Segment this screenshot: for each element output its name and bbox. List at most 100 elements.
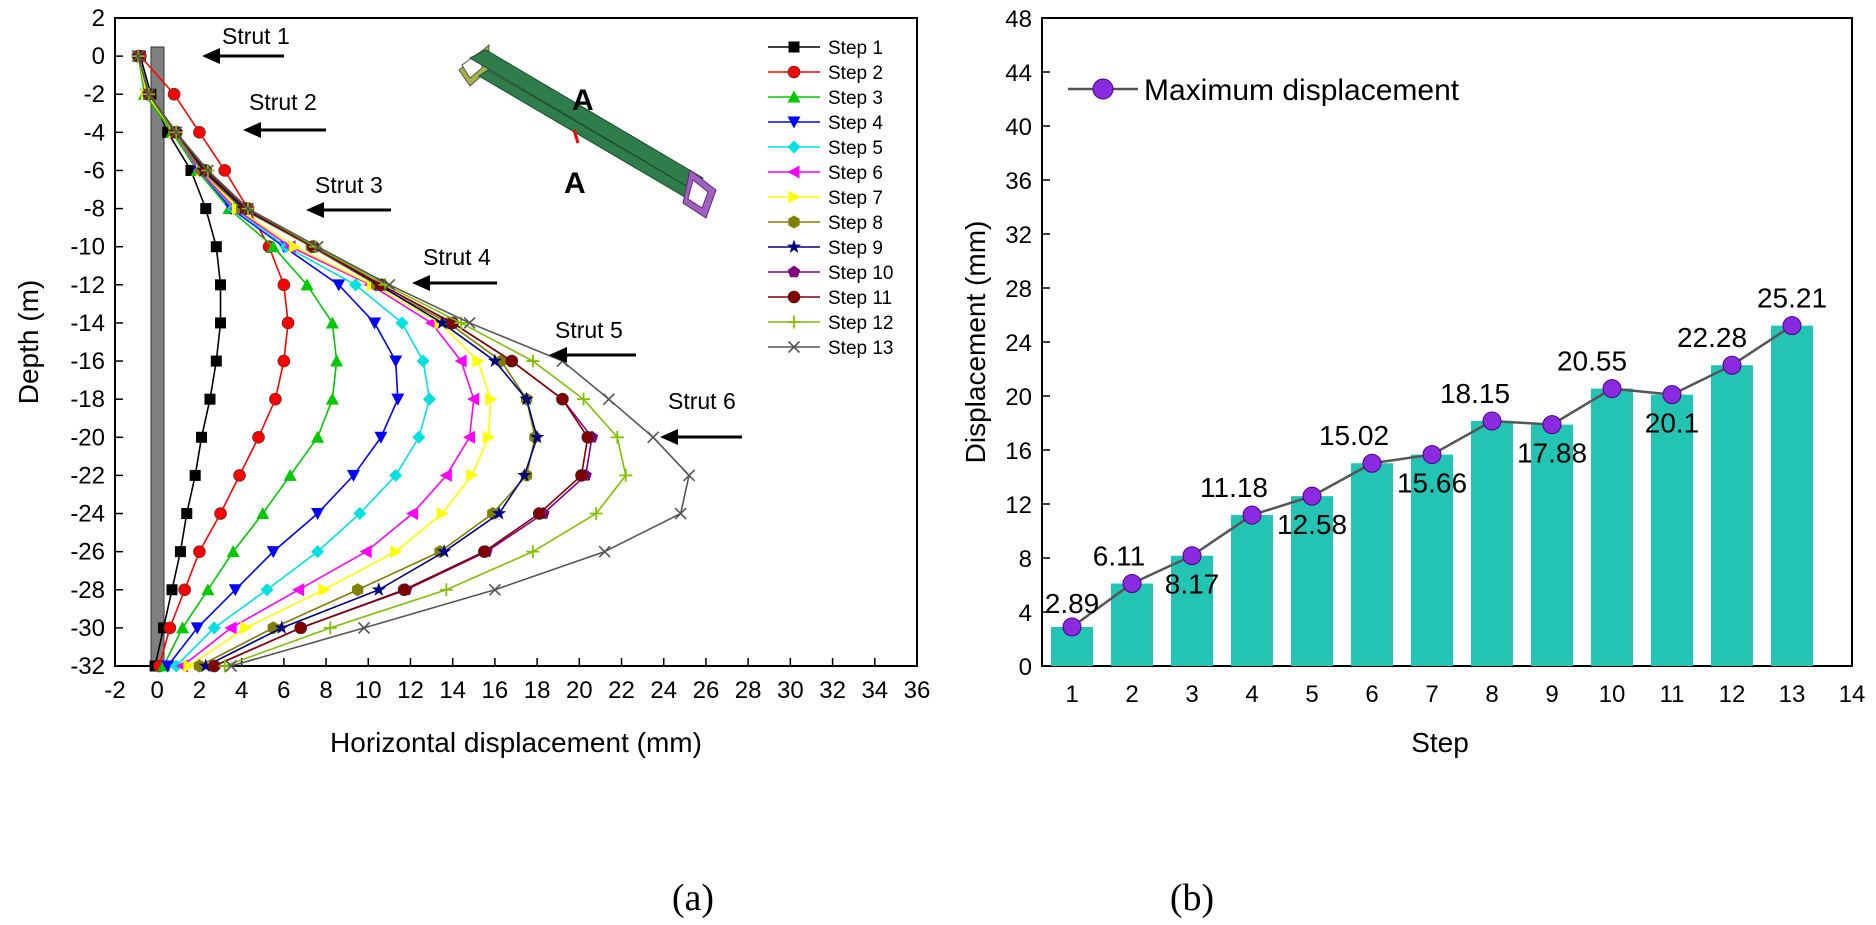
x-tick-label: 11 [1660,681,1685,708]
data-point [787,90,801,103]
data-label-step-1: 2.89 [1045,588,1100,619]
data-point [787,340,801,354]
data-point [325,392,339,405]
data-point [252,430,265,444]
max-displacement-point [1542,415,1562,435]
strut-5-marker: Strut 5 [549,317,636,363]
y-tick-label: -2 [84,81,105,108]
legend-item-step-7: Step 7 [768,188,883,209]
legend-label: Step 9 [828,238,883,259]
data-point [189,469,201,481]
data-point [383,278,396,291]
data-point [488,583,501,596]
y-tick-label: -26 [70,539,105,566]
y-tick-label: -32 [70,653,105,680]
panel-a-depth-profile: -2 0 2 4 6 8 10 12 14 16 18 20 22 24 26 28 30 32 34 3620-2-… [13,5,930,919]
data-point [311,508,325,521]
legend-item-step-6: Step 6 [768,163,883,184]
y-tick-label: 2 [92,5,105,32]
data-point [439,583,453,597]
data-point [200,203,212,215]
legend-label-maximum-displacement: Maximum displacement [1144,74,1460,107]
data-point [274,620,289,634]
x-tick-label: 34 [861,677,888,704]
y-tick-label: 32 [1005,222,1032,249]
data-point [787,315,801,329]
series-step-13 [132,50,696,673]
data-point [412,430,426,444]
x-tick-label: 14 [439,677,466,704]
bar-step-5 [1291,496,1333,666]
data-point [311,430,325,443]
y-tick-label: 8 [1019,546,1032,573]
data-point [193,126,206,139]
data-point [225,659,238,673]
data-point [526,545,540,559]
data-point [463,430,476,444]
data-point [277,354,291,368]
data-point [311,545,325,559]
legend-label: Step 2 [828,63,883,84]
strut-1-marker: Strut 1 [202,23,290,64]
data-point [283,468,297,481]
data-point [491,506,507,520]
bar-step-3 [1171,555,1213,666]
data-point [483,430,496,444]
y-tick-label: 16 [1005,438,1032,465]
data-point [224,621,237,635]
data-point [142,88,155,101]
strut-arrow-head [412,275,430,291]
strut-label: Strut 3 [315,172,383,198]
legend-item-step-5: Step 5 [768,138,883,159]
legend-item-step-13: Step 13 [768,338,894,359]
y-tick-label: -16 [70,348,105,375]
legend-item-step-1: Step 1 [768,38,883,59]
data-point [505,354,519,368]
legend-item-step-8: Step 8 [768,213,883,234]
data-point [422,392,436,406]
x-tick-label: 8 [1485,681,1498,708]
y-tick-label: 20 [1005,384,1032,411]
data-label-step-3: 8.17 [1165,569,1220,600]
x-tick-label: 28 [735,677,762,704]
data-label-step-11: 20.1 [1645,408,1700,439]
strut-label: Strut 1 [222,23,290,49]
data-point [359,545,372,559]
x-tick-label: 7 [1425,681,1438,708]
data-point [436,507,449,521]
y-tick-label: 0 [1019,654,1032,681]
data-point [170,126,183,139]
bar-step-7 [1411,454,1453,666]
data-point [269,392,282,406]
legend-label: Step 12 [828,313,894,334]
x-tick-label: 24 [650,677,677,704]
legend-label: Step 6 [828,163,883,184]
data-point [309,240,322,254]
y-tick-label: 4 [1019,600,1032,627]
panel-b-caption: (b) [1170,877,1214,919]
data-point [589,507,603,521]
data-point [788,215,800,229]
data-point [437,544,452,558]
x-tick-label: 4 [1245,681,1258,708]
legend-item-step-2: Step 2 [768,63,883,84]
strut-arrow-head [202,48,220,64]
x-tick-label: 20 [566,677,593,704]
data-point [610,430,624,444]
data-point [439,468,452,482]
data-point [487,353,503,368]
data-point [196,431,208,443]
data-point [190,622,204,635]
data-point [193,545,206,558]
data-point [330,354,344,367]
y-tick-label: 12 [1005,492,1032,519]
data-point [266,240,280,253]
data-point [201,164,214,177]
data-point [210,355,222,367]
legend-marker-maximum-displacement [1092,78,1114,100]
y-tick-label: -4 [84,119,105,146]
panel-a-caption: (a) [672,877,714,919]
data-point [602,393,615,406]
data-point [176,621,190,634]
y-tick-label: 36 [1005,168,1032,195]
